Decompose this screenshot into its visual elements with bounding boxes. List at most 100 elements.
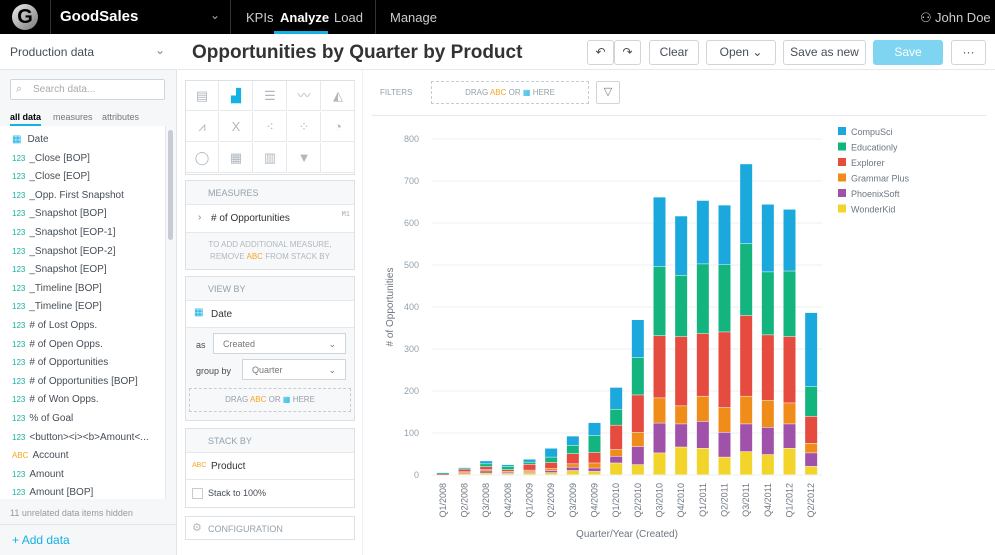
bar-segment[interactable] xyxy=(718,432,731,457)
bar-segment[interactable] xyxy=(436,474,449,476)
project-selector[interactable]: Production data ⌄ xyxy=(0,34,177,70)
bar-segment[interactable] xyxy=(501,466,514,470)
tab-measures[interactable]: measures xyxy=(53,112,93,122)
data-item[interactable]: 123 Amount xyxy=(12,469,64,480)
bar-segment[interactable] xyxy=(545,448,558,457)
pie-chart-type-icon[interactable]: ◔ xyxy=(322,112,355,142)
open-button[interactable]: Open ⌄ xyxy=(706,40,776,65)
bar-segment[interactable] xyxy=(653,335,666,398)
bar-segment[interactable] xyxy=(740,396,753,424)
add-data-button[interactable]: + Add data xyxy=(12,533,70,547)
bar-segment[interactable] xyxy=(631,432,644,447)
bar-segment[interactable] xyxy=(588,463,601,468)
bar-segment[interactable] xyxy=(653,453,666,475)
project-name[interactable]: GoodSales xyxy=(60,8,139,25)
bar-segment[interactable] xyxy=(523,472,536,475)
bar-segment[interactable] xyxy=(501,471,514,473)
scrollbar[interactable] xyxy=(168,130,173,240)
nav-load[interactable]: Load xyxy=(334,10,363,25)
bar-segment[interactable] xyxy=(761,454,774,475)
search-input[interactable]: ⌕ Search data... xyxy=(10,79,165,100)
bubble-chart-type-icon[interactable]: ⁘ xyxy=(288,112,321,142)
bar-segment[interactable] xyxy=(631,357,644,395)
funnel-chart-type-icon[interactable]: ▼ xyxy=(288,143,321,173)
bar-segment[interactable] xyxy=(501,473,514,475)
bar-segment[interactable] xyxy=(588,468,601,472)
bar-segment[interactable] xyxy=(675,275,688,337)
data-item[interactable]: 123 # of Open Opps. xyxy=(12,339,103,350)
headline-chart-type-icon[interactable]: X xyxy=(220,112,253,142)
bar-segment[interactable] xyxy=(523,470,536,472)
bar-segment[interactable] xyxy=(480,473,493,475)
bar-segment[interactable] xyxy=(696,448,709,475)
bar-segment[interactable] xyxy=(436,473,449,475)
bar-segment[interactable] xyxy=(458,472,471,473)
logo[interactable]: G xyxy=(12,4,38,30)
line-chart-type-icon[interactable]: 〰 xyxy=(288,81,321,111)
bar-segment[interactable] xyxy=(653,197,666,267)
data-item[interactable]: 123 _Close [BOP] xyxy=(12,153,90,164)
data-item[interactable]: 123 _Opp. First Snapshot xyxy=(12,190,124,201)
column-chart-type-icon[interactable]: ▟ xyxy=(220,81,253,111)
bar-segment[interactable] xyxy=(480,467,493,470)
bar-segment[interactable] xyxy=(740,451,753,475)
bar-segment[interactable] xyxy=(501,464,514,467)
bar-segment[interactable] xyxy=(783,424,796,449)
bar-segment[interactable] xyxy=(783,403,796,424)
stack-to-100-checkbox[interactable]: Stack to 100% xyxy=(186,480,354,507)
bar-segment[interactable] xyxy=(458,472,471,474)
bar-segment[interactable] xyxy=(566,467,579,471)
bar-segment[interactable] xyxy=(436,472,449,474)
bar-segment[interactable] xyxy=(523,459,536,462)
save-as-new-button[interactable]: Save as new xyxy=(783,40,866,65)
bar-segment[interactable] xyxy=(718,205,731,265)
bar-segment[interactable] xyxy=(501,469,514,472)
measure-item[interactable]: › # of Opportunities M1 xyxy=(186,205,354,233)
legend-label[interactable]: CompuSci xyxy=(851,127,893,137)
group-by-select[interactable]: Quarter ⌄ xyxy=(242,359,346,380)
data-item[interactable]: ▦ Date xyxy=(12,134,49,145)
legend-swatch[interactable] xyxy=(838,127,846,135)
data-item[interactable]: 123 _Snapshot [EOP] xyxy=(12,264,107,275)
chevron-right-icon[interactable]: › xyxy=(198,212,202,223)
bar-segment[interactable] xyxy=(653,266,666,336)
donut-chart-type-icon[interactable]: ◯ xyxy=(186,143,219,173)
bar-segment[interactable] xyxy=(588,452,601,463)
bar-segment[interactable] xyxy=(718,332,731,408)
bar-segment[interactable] xyxy=(545,457,558,463)
data-item[interactable]: 123 Amount [BOP] xyxy=(12,487,93,498)
bar-segment[interactable] xyxy=(675,216,688,275)
redo-button[interactable]: ↷ xyxy=(614,40,641,65)
combo-chart-type-icon[interactable]: ⩘ xyxy=(186,112,219,142)
bar-segment[interactable] xyxy=(675,406,688,424)
table-chart-type-icon[interactable]: ▤ xyxy=(186,81,219,111)
clear-button[interactable]: Clear xyxy=(649,40,699,65)
bar-segment[interactable] xyxy=(480,471,493,473)
bar-chart-type-icon[interactable]: ☰ xyxy=(254,81,287,111)
bar-segment[interactable] xyxy=(523,471,536,473)
date-dimension-select[interactable]: Created ⌄ xyxy=(213,333,346,354)
bar-segment[interactable] xyxy=(675,336,688,406)
bar-segment[interactable] xyxy=(566,470,579,475)
bar-segment[interactable] xyxy=(610,456,623,463)
bar-segment[interactable] xyxy=(696,264,709,334)
bar-segment[interactable] xyxy=(653,423,666,453)
data-item[interactable]: 123 _Timeline [BOP] xyxy=(12,283,102,294)
bar-segment[interactable] xyxy=(631,446,644,465)
legend-swatch[interactable] xyxy=(838,173,846,182)
data-item[interactable]: 123 _Snapshot [EOP-2] xyxy=(12,246,116,257)
legend-label[interactable]: WonderKid xyxy=(851,205,895,215)
bar-segment[interactable] xyxy=(588,435,601,453)
bar-segment[interactable] xyxy=(718,407,731,433)
bar-segment[interactable] xyxy=(610,449,623,457)
legend-label[interactable]: Grammar Plus xyxy=(851,174,910,184)
legend-swatch[interactable] xyxy=(838,189,846,197)
legend-label[interactable]: PhoenixSoft xyxy=(851,189,900,199)
legend-swatch[interactable] xyxy=(838,142,846,151)
save-button[interactable]: Save xyxy=(873,40,943,65)
legend-swatch[interactable] xyxy=(838,204,846,213)
bar-segment[interactable] xyxy=(588,471,601,475)
bar-segment[interactable] xyxy=(458,469,471,472)
bar-segment[interactable] xyxy=(761,400,774,428)
data-item[interactable]: 123 # of Opportunities xyxy=(12,357,108,368)
